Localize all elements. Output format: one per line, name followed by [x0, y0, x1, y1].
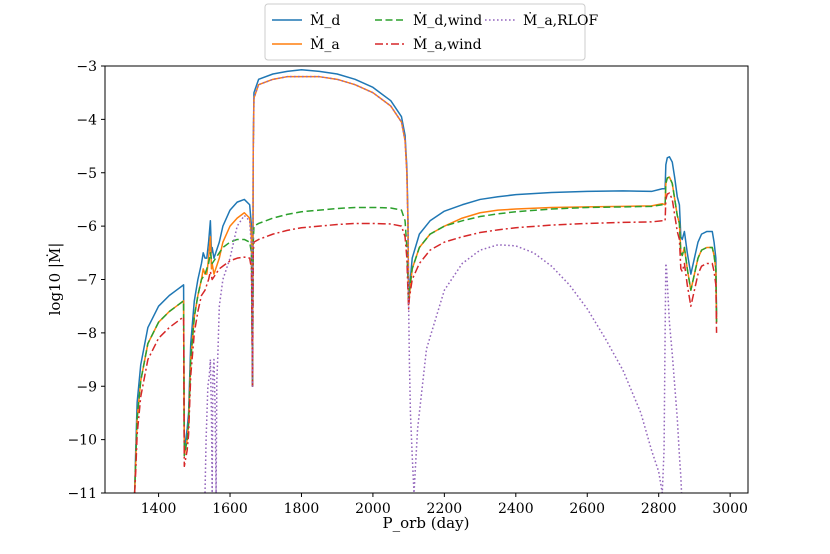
y-axis: −11 −10 −9 −8 −7 −6 −5 −4 −3 [67, 59, 105, 502]
legend-label-1: Ṁ_a [310, 35, 340, 53]
legend-label-3: Ṁ_a,wind [413, 35, 482, 53]
y-tick-label: −5 [76, 166, 97, 182]
x-tick-label: 2800 [641, 501, 677, 517]
series-layer [133, 68, 718, 493]
x-axis-label: P_orb (day) [383, 514, 470, 532]
y-tick-label: −9 [76, 379, 97, 395]
x-tick-label: 2200 [427, 501, 463, 517]
legend-box [264, 3, 586, 61]
legend-label-0: Ṁ_d [310, 11, 340, 29]
legend-label-2: Ṁ_d,wind [413, 11, 482, 29]
series-line-4 [204, 75, 683, 493]
series-line-3 [133, 192, 718, 493]
y-tick-label: −8 [76, 326, 97, 342]
y-tick-label: −11 [67, 486, 97, 502]
legend: Ṁ_d Ṁ_a Ṁ_d,wind Ṁ_a,wind Ṁ_a,RLOF [264, 3, 598, 61]
x-tick-label: 1400 [141, 501, 177, 517]
x-tick-label: 2000 [355, 501, 391, 517]
legend-label-4: Ṁ_a,RLOF [523, 11, 598, 29]
y-tick-label: −6 [76, 219, 97, 235]
x-tick-label: 2600 [569, 501, 605, 517]
y-tick-label: −3 [76, 59, 97, 75]
series-line-1 [133, 75, 718, 493]
x-tick-label: 1600 [212, 501, 248, 517]
x-tick-label: 1800 [284, 501, 320, 517]
series-line-0 [133, 68, 718, 493]
x-tick-label: 2400 [498, 501, 534, 517]
series-line-2 [133, 176, 718, 493]
x-axis: 1400 1600 1800 2000 2200 2400 2600 2800 3000 [141, 493, 748, 517]
y-tick-label: −4 [76, 112, 97, 128]
x-tick-label: 3000 [712, 501, 748, 517]
y-tick-label: −7 [76, 273, 97, 289]
y-tick-label: −10 [67, 433, 97, 449]
y-axis-label: log10 |Ṁ| [46, 243, 64, 316]
